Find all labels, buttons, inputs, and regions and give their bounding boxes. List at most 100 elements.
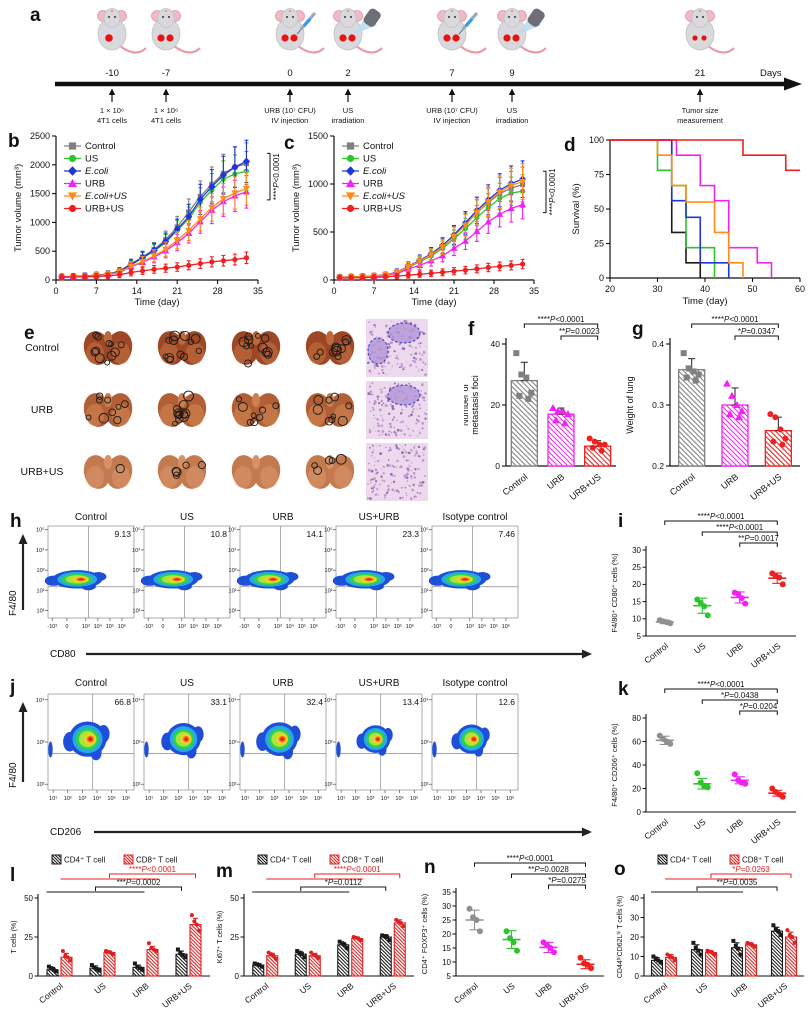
event-label-line2: IV injection	[434, 116, 471, 125]
lung-photo	[157, 455, 207, 489]
metastasis-circle	[169, 330, 181, 342]
y-tick-label: 0	[637, 808, 642, 817]
event-label-line2: measurement	[677, 116, 724, 125]
y-tick-label: 25	[442, 916, 451, 925]
flow-y-tick: 10³	[421, 740, 429, 746]
metastasis-circle	[113, 415, 122, 425]
metastasis-circle	[195, 347, 202, 355]
flow-x-tick: 0	[161, 624, 164, 630]
category-label: US	[692, 640, 708, 655]
category-label: URB+US	[568, 472, 603, 503]
group-Control	[465, 905, 484, 935]
panel-j: j F4/80 Control 66.8 10⁴ 10³ 10² 10¹ 10² 10³ 10⁴ 1…	[8, 670, 608, 854]
metastasis-circle	[243, 342, 251, 350]
flow-y-tick: 10⁴	[36, 697, 45, 704]
flow-y-tick: 10²	[229, 588, 237, 594]
flow-y-tick: 10⁴	[420, 547, 429, 554]
flow-y-tick: 10⁴	[36, 547, 45, 554]
metastasis-circle	[250, 417, 259, 427]
flow-x-tick: 10⁶	[214, 623, 222, 630]
x-tick-label: 60	[795, 284, 805, 294]
survival-URB	[610, 139, 773, 278]
flow-x-tick: 10³	[466, 624, 474, 630]
group-URB	[730, 771, 749, 787]
significance-annotation: ****P<0.0001	[272, 153, 281, 200]
metastasis-circle	[197, 461, 206, 470]
metastasis-circle	[98, 412, 110, 424]
series-URB+US	[59, 251, 250, 281]
metastasis-circle	[165, 336, 173, 344]
y-tick-label: 25	[594, 239, 604, 249]
y-axis-label: F4/80⁺ CD80⁺ cells (%)	[610, 553, 619, 633]
flow-x-tick: 0	[257, 624, 260, 630]
flow-plot-URB: URB 32.4 10⁴ 10³ 10² 10¹ 10² 10³ 10⁴ 10⁵ 10⁶	[228, 678, 327, 802]
flow-x-tick: 10³	[178, 624, 186, 630]
y-tick-label: 10	[442, 958, 451, 967]
group-US	[693, 596, 712, 619]
survival-URB+US	[610, 139, 800, 172]
y-tick-label: 75	[594, 170, 604, 180]
tumor-region-outline	[387, 384, 421, 406]
metastasis-circle	[108, 341, 114, 347]
flow-plot-US: US 33.1 10⁴ 10³ 10² 10¹ 10² 10³ 10⁴ 10⁵ 10⁶	[132, 678, 231, 802]
metastasis-circle	[85, 414, 92, 421]
flow-x-tick: 10¹	[337, 796, 345, 802]
metastasis-circle	[94, 353, 105, 364]
flow-x-tick: 10¹	[241, 796, 249, 802]
x-tick-label: 30	[652, 284, 662, 294]
legend-label: E.coli+US	[85, 191, 128, 202]
flow-y-tick: 10²	[37, 782, 45, 788]
metastasis-circle	[316, 348, 324, 356]
survival-E.coli	[610, 139, 730, 278]
panel-letter-l: l	[10, 865, 16, 886]
metastasis-circle	[260, 334, 270, 343]
flow-x-label: CD80	[50, 649, 76, 660]
y-tick-label: 30	[442, 902, 451, 911]
category-label: URB	[335, 980, 356, 999]
flow-x-tick: 10⁵	[395, 795, 403, 802]
legend-label: CD4⁺ T cell	[670, 856, 711, 865]
flow-x-tick: 10⁴	[381, 795, 390, 802]
mouse-syringe-icon	[437, 8, 487, 54]
flow-quadrant-value: 33.1	[210, 697, 227, 707]
event-label-line1: Tumor size	[682, 106, 719, 115]
significance-annotation: ****P<0.0001	[334, 865, 381, 874]
y-tick-label: 0	[45, 275, 50, 285]
flow-x-tick: 10²	[256, 796, 264, 802]
flow-y-axis: F4/80	[8, 702, 28, 788]
flow-plot-Control: Control 66.8 10⁴ 10³ 10² 10¹ 10² 10³ 10⁴ 10⁵ 10⁶	[36, 678, 135, 802]
survival-US	[610, 139, 716, 278]
flow-x-tick: 10⁶	[506, 795, 514, 802]
series-cd8	[60, 913, 202, 977]
flow-title: US	[180, 678, 194, 689]
flow-y-tick: 10¹	[325, 609, 333, 615]
flow-x-tick: 10⁴	[93, 795, 102, 802]
panel-c: c 0 7 14 21 28 35 0 500 1000 1500 Time (day) Tumor …	[282, 128, 560, 308]
metastasis-circle	[324, 416, 334, 426]
category-label: Control	[243, 981, 271, 1006]
metastasis-circle	[178, 411, 190, 422]
panel-letter-a: a	[30, 5, 41, 26]
mouse-icon	[97, 8, 147, 54]
x-tick-label: 0	[53, 286, 58, 296]
panel-letter-k: k	[618, 679, 629, 700]
bar-Control	[678, 350, 706, 467]
lung-photo	[231, 393, 281, 427]
y-tick-label: 25	[230, 933, 239, 942]
day-label: 2	[345, 68, 350, 79]
x-tick-label: 40	[700, 284, 710, 294]
t-cells-chart: 0 25 50 T cells (%) Control US URB URB+US CD4⁺ T…	[11, 854, 210, 1010]
flow-y-tick: 10⁵	[132, 527, 140, 534]
category-label: Control	[501, 472, 530, 498]
legend-label: URB+US	[85, 204, 124, 215]
y-tick-label: 0.4	[652, 339, 664, 349]
flow-y-tick: 10²	[229, 782, 237, 788]
survival-chart: 20 30 40 50 60 0 25 50 75 100 Time (day) Survival (…	[571, 135, 805, 307]
metastasis-circle	[334, 353, 342, 361]
series-URB+US	[337, 258, 526, 281]
panel-letter-n: n	[424, 857, 436, 878]
legend-label: Control	[363, 141, 394, 152]
legend-label: CD8⁺ T cell	[742, 856, 783, 865]
histology-image	[366, 443, 428, 501]
